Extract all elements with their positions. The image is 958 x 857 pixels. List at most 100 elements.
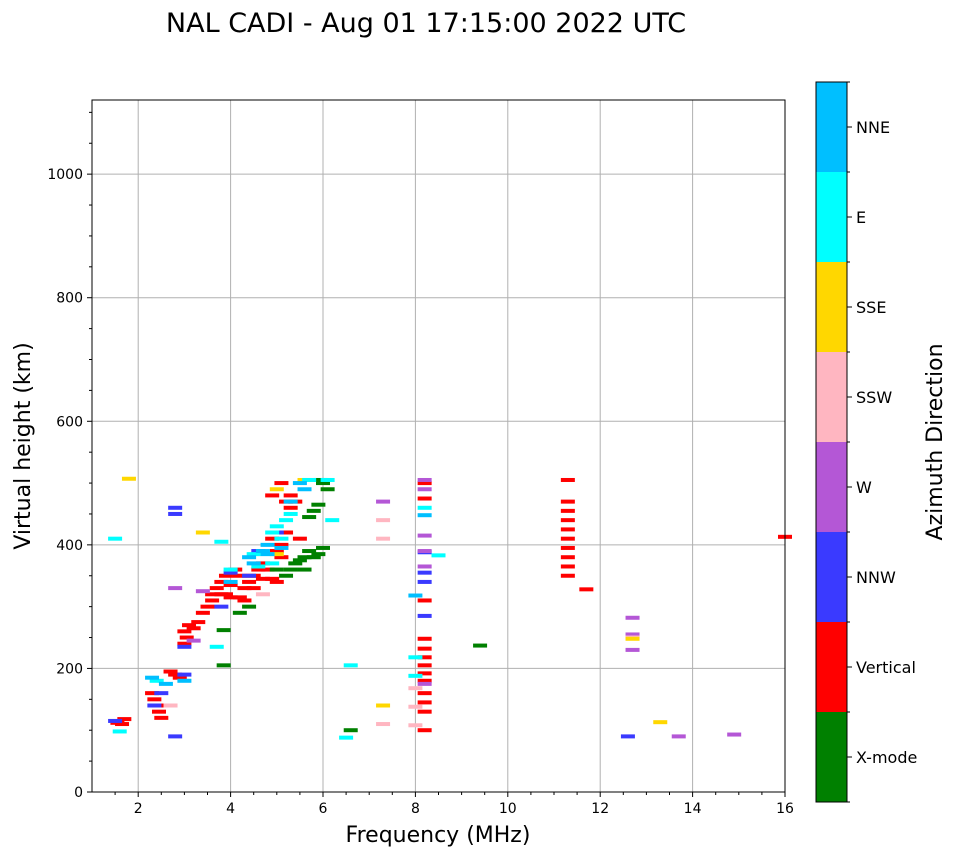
y-tick-label: 600 — [56, 414, 83, 430]
data-point — [168, 505, 183, 510]
data-point — [149, 678, 164, 683]
data-point — [408, 686, 423, 691]
data-point — [283, 493, 298, 498]
y-tick-label: 0 — [74, 785, 83, 801]
data-point — [417, 598, 432, 603]
data-point — [269, 487, 284, 492]
data-point — [560, 564, 575, 569]
data-point — [115, 722, 130, 727]
data-point — [283, 567, 298, 572]
data-point — [292, 481, 307, 486]
x-tick-label: 6 — [319, 801, 328, 817]
data-point — [274, 481, 289, 486]
data-point — [408, 704, 423, 709]
data-point — [297, 567, 312, 572]
data-point — [408, 655, 423, 660]
data-point — [417, 655, 432, 660]
data-point — [265, 561, 280, 566]
data-point — [408, 673, 423, 678]
data-point — [218, 573, 233, 578]
y-tick-label: 1000 — [47, 167, 83, 183]
colorbar-tick-label: NNW — [856, 568, 896, 587]
data-point — [343, 728, 358, 733]
colorbar-tick-label: Vertical — [856, 658, 916, 677]
data-point — [417, 477, 432, 482]
colorbar-tick-label: W — [856, 478, 872, 497]
data-point — [625, 615, 640, 620]
data-point — [251, 564, 266, 569]
data-point — [325, 518, 340, 523]
data-point — [260, 542, 275, 547]
data-point — [218, 592, 233, 597]
data-point — [311, 502, 326, 507]
data-point — [302, 477, 317, 482]
data-point — [302, 515, 317, 520]
data-point — [251, 567, 266, 572]
data-point — [216, 663, 231, 668]
data-point — [269, 549, 284, 554]
data-point — [168, 672, 183, 677]
data-point — [653, 720, 668, 725]
data-point — [625, 647, 640, 652]
x-tick-label: 12 — [591, 801, 609, 817]
y-axis-label: Virtual height (km) — [11, 342, 36, 549]
data-point — [265, 493, 280, 498]
data-point — [205, 598, 220, 603]
data-point — [246, 586, 261, 591]
data-point — [560, 508, 575, 513]
data-point — [376, 536, 391, 541]
data-point — [209, 644, 224, 649]
data-point — [191, 620, 206, 625]
data-point — [177, 644, 192, 649]
data-point — [560, 477, 575, 482]
data-point — [417, 570, 432, 575]
data-point — [163, 703, 178, 708]
data-point — [279, 573, 294, 578]
colorbar-tick-label: NNE — [856, 118, 890, 137]
x-axis-label: Frequency (MHz) — [346, 823, 531, 848]
data-point — [625, 632, 640, 637]
data-point — [158, 681, 173, 686]
x-tick-label: 16 — [776, 801, 794, 817]
colorbar-tick-label: SSE — [856, 298, 886, 317]
data-point — [311, 552, 326, 557]
data-point — [168, 511, 183, 516]
data-point — [274, 545, 289, 550]
data-point — [417, 671, 432, 676]
data-point — [112, 729, 127, 734]
data-point — [417, 636, 432, 641]
data-point — [168, 586, 183, 591]
data-point — [172, 675, 187, 680]
colorbar: X-mode Vertical NNW W SSW SSE E NNE — [815, 81, 917, 803]
data-point — [179, 635, 194, 640]
data-point — [177, 678, 192, 683]
data-point — [417, 487, 432, 492]
data-point — [232, 573, 247, 578]
data-point — [560, 545, 575, 550]
data-point — [265, 530, 280, 535]
data-point — [108, 536, 123, 541]
data-point — [242, 573, 257, 578]
data-point — [417, 678, 432, 683]
data-point — [274, 555, 289, 560]
data-point — [417, 663, 432, 668]
data-point — [269, 567, 284, 572]
data-points — [108, 476, 792, 740]
data-point — [195, 530, 210, 535]
data-point — [265, 536, 280, 541]
data-point — [560, 518, 575, 523]
data-point — [279, 530, 294, 535]
x-tick-label: 8 — [411, 801, 420, 817]
data-point — [177, 672, 192, 677]
data-point — [255, 576, 270, 581]
colorbar-tick-label: SSW — [856, 388, 892, 407]
data-point — [255, 561, 270, 566]
data-point — [108, 718, 123, 723]
data-point — [237, 586, 252, 591]
x-tick-label: 4 — [226, 801, 235, 817]
data-point — [279, 518, 294, 523]
data-point — [417, 579, 432, 584]
data-point — [269, 579, 284, 584]
data-point — [417, 549, 432, 554]
data-point — [417, 481, 432, 486]
